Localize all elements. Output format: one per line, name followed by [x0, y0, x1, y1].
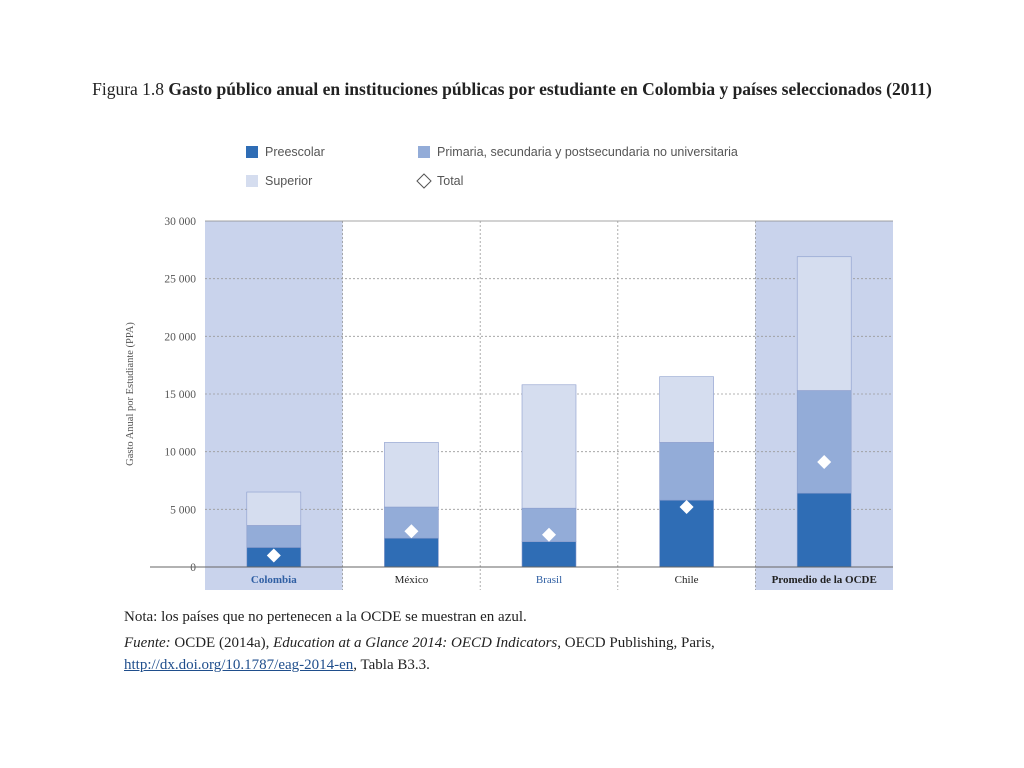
- y-tick-label: 5 000: [170, 504, 196, 516]
- legend-marker-total: [416, 173, 432, 189]
- source-text: Fuente: OCDE (2014a), Education at a Gla…: [124, 632, 894, 676]
- legend-swatch-superior: [246, 175, 258, 187]
- legend-swatch-preescolar: [246, 146, 258, 158]
- bar-primaria: [246, 525, 302, 548]
- notes: Nota: los países que no pertenecen a la …: [124, 606, 894, 680]
- bar-superior: [246, 491, 302, 526]
- total-marker: [404, 524, 419, 539]
- chart: Preescolar Primaria, secundaria y postsec…: [125, 145, 893, 590]
- x-tick-label: México: [395, 574, 429, 586]
- bar-primaria: [796, 390, 852, 494]
- figure-title: Figura 1.8 Gasto público anual en instit…: [60, 78, 964, 100]
- bar-superior: [384, 442, 439, 508]
- figure-number: Figura 1.8: [92, 79, 165, 99]
- legend-label-superior: Superior: [265, 174, 312, 188]
- legend-label-total: Total: [437, 174, 463, 188]
- bar-superior: [796, 256, 852, 391]
- y-tick-label: 30 000: [164, 216, 196, 228]
- bar-superior: [521, 384, 577, 509]
- y-tick-label: 10 000: [164, 447, 196, 459]
- total-marker: [817, 455, 832, 470]
- total-marker: [542, 527, 556, 542]
- bar-preescolar: [659, 499, 714, 568]
- legend-swatch-primaria: [418, 146, 430, 158]
- bar-preescolar: [796, 492, 852, 568]
- plot-area: 0 5 000 10 000 15 000 20 000 25 000 30 000 Gast…: [125, 216, 893, 590]
- source-title: Education at a Glance 2014: OECD Indicat…: [273, 635, 558, 651]
- source-text-1: OCDE (2014a),: [174, 635, 270, 651]
- x-tick-label: Chile: [675, 574, 699, 586]
- legend-label-primaria: Primaria, secundaria y postsecundaria no…: [437, 145, 738, 159]
- x-tick-label: Promedio de la OCDE: [772, 574, 877, 586]
- bar-preescolar: [384, 537, 439, 568]
- total-marker: [679, 500, 694, 515]
- y-tick-label: 15 000: [164, 389, 196, 401]
- x-tick-label: Colombia: [251, 574, 297, 586]
- bar-preescolar: [521, 541, 577, 568]
- note-text: Nota: los países que no pertenecen a la …: [124, 609, 527, 625]
- legend-label-preescolar: Preescolar: [265, 145, 325, 159]
- y-tick-label: 25 000: [164, 274, 196, 286]
- total-marker: [266, 548, 281, 563]
- figure-title-text: Gasto público anual en instituciones púb…: [168, 79, 932, 99]
- legend: Preescolar Primaria, secundaria y postsec…: [246, 145, 738, 189]
- x-tick-label: Brasil: [536, 574, 562, 586]
- source-link[interactable]: http://dx.doi.org/10.1787/eag-2014-en: [124, 657, 354, 673]
- y-tick-label: 0: [190, 562, 196, 574]
- y-axis-label: Gasto Anual por Estudiante (PPA): [125, 322, 136, 466]
- bar-primaria: [659, 442, 714, 501]
- source-text-3: , Tabla B3.3.: [353, 657, 430, 673]
- bar-superior: [659, 376, 714, 443]
- y-tick-label: 20 000: [164, 331, 196, 343]
- source-text-2: , OECD Publishing, Paris,: [557, 635, 715, 651]
- source-label: Fuente:: [124, 635, 171, 651]
